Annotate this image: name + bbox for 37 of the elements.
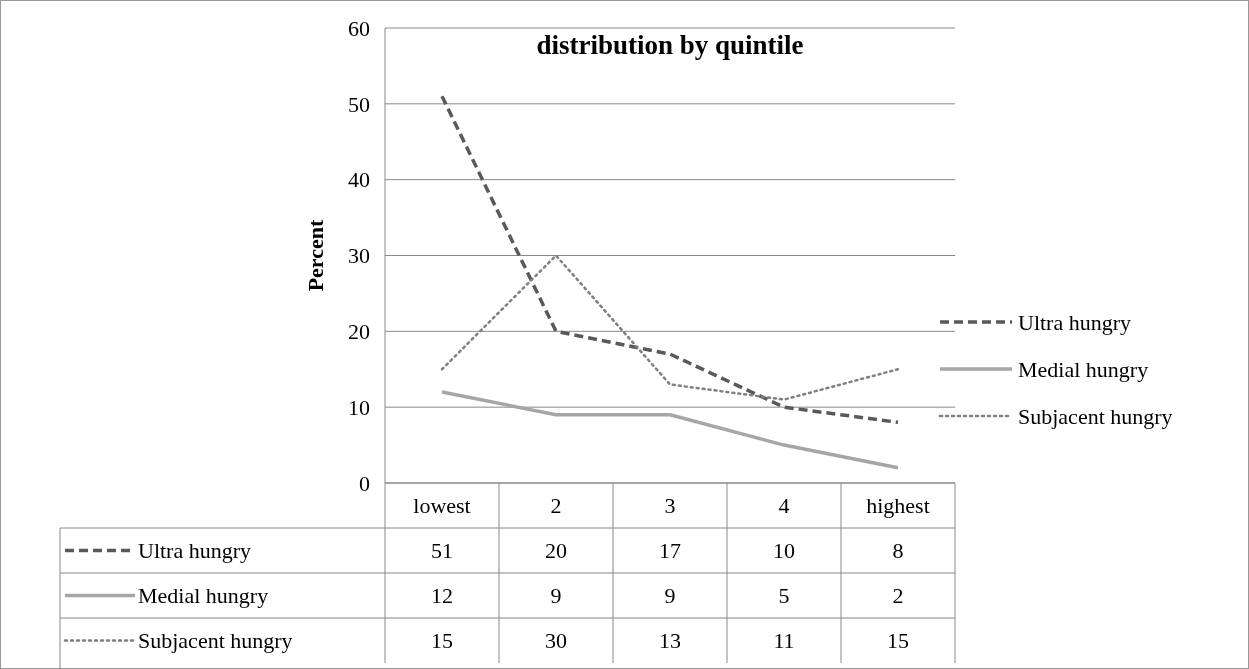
x-tick-label: lowest (413, 493, 471, 519)
line-series (440, 390, 900, 470)
y-tick-label: 20 (348, 319, 370, 345)
data-label: 2 (892, 583, 904, 609)
y-axis-title: Percent (303, 219, 328, 292)
y-tick-label: 50 (348, 91, 370, 117)
x-tick-label: 4 (778, 493, 790, 519)
y-tick-label: 40 (348, 167, 370, 193)
data-label: 15 (887, 628, 909, 654)
data-label: 10 (773, 538, 795, 564)
x-tick-label: 2 (550, 493, 562, 519)
legend-label: Medial hungry (1018, 356, 1149, 382)
line-series (440, 94, 900, 425)
data-label: 8 (892, 538, 904, 564)
chart-title: distribution by quintile (536, 30, 804, 60)
data-label: 5 (778, 583, 790, 609)
text: Medial hungry (138, 583, 269, 609)
data-label: 12 (431, 583, 453, 609)
legend-label: Subjacent hungry (1018, 403, 1173, 429)
text: Subjacent hungry (138, 628, 293, 654)
y-tick-label: 60 (348, 15, 370, 41)
data-label: 15 (431, 628, 453, 654)
data-label: 9 (664, 583, 676, 609)
x-tick-label: highest (866, 493, 930, 519)
data-label: 51 (431, 538, 453, 564)
data-label: 17 (659, 538, 681, 564)
data-label: 20 (545, 538, 567, 564)
y-tick-label: 30 (348, 243, 370, 269)
x-tick-label: 3 (664, 493, 676, 519)
y-tick-label: 10 (348, 394, 370, 420)
data-label: 13 (659, 628, 681, 654)
y-tick-label: 0 (359, 470, 370, 496)
text: Ultra hungry (138, 538, 252, 564)
data-label: 9 (550, 583, 562, 609)
data-label: 11 (773, 628, 795, 654)
data-label: 30 (545, 628, 567, 654)
legend-label: Ultra hungry (1018, 309, 1132, 335)
